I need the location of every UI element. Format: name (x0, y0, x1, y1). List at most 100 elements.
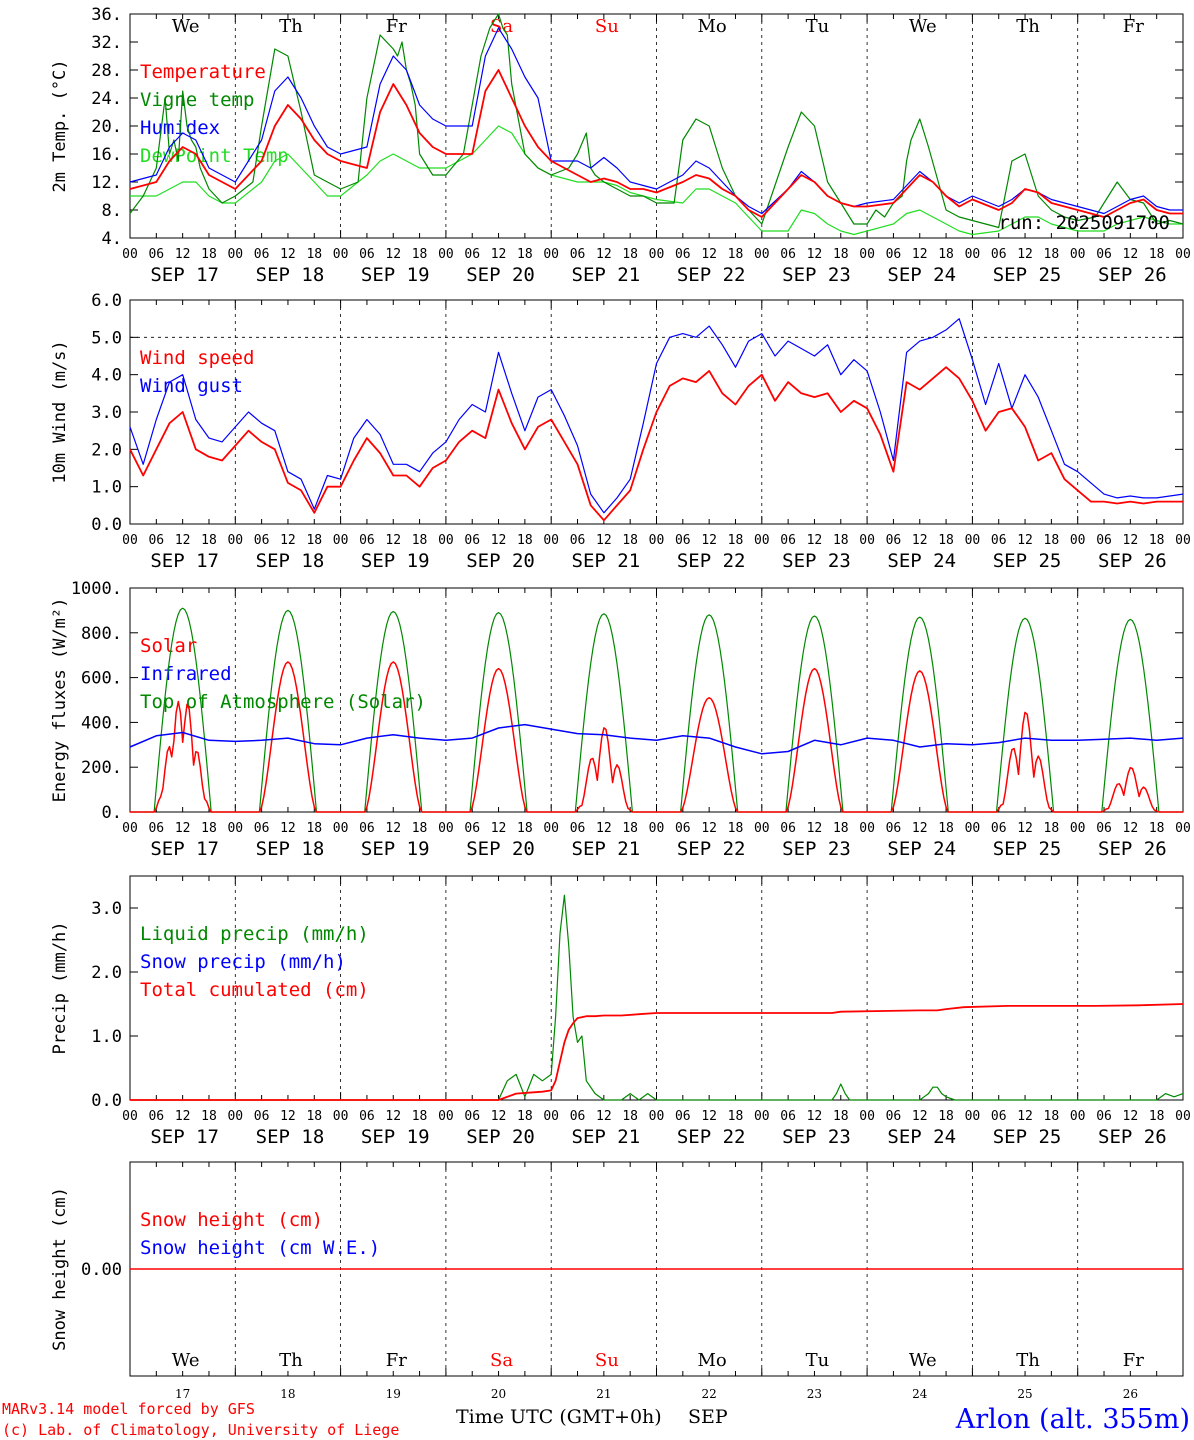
y-tick-label: 32. (91, 33, 122, 53)
lab-credit: (c) Lab. of Climatology, University of L… (2, 1421, 399, 1439)
hour-label: 00 (122, 533, 138, 548)
hour-label: 12 (596, 1109, 612, 1124)
hour-label: 06 (780, 533, 796, 548)
hour-label: 06 (359, 247, 375, 262)
y-tick-label: 1.0 (91, 478, 122, 498)
date-label: SEP 26 (1098, 264, 1167, 286)
hour-label: 00 (965, 821, 981, 836)
hour-label: 18 (938, 247, 954, 262)
legend-entry: Solar (140, 635, 197, 657)
hour-label: 18 (728, 247, 744, 262)
hour-label: 18 (938, 821, 954, 836)
hour-label: 18 (306, 247, 322, 262)
hour-label: 06 (464, 247, 480, 262)
date-label: SEP 22 (677, 264, 746, 286)
date-label: SEP 18 (256, 264, 325, 286)
hour-label: 00 (1175, 1109, 1191, 1124)
hour-label: 12 (175, 533, 191, 548)
day-number: 18 (280, 1387, 295, 1401)
day-number: 26 (1123, 1387, 1138, 1401)
hour-label: 00 (122, 1109, 138, 1124)
hour-label: 12 (807, 247, 823, 262)
panel-3: 0. 200. 400. 600. 800. 1000.Energy fluxes (W/… (50, 579, 1184, 823)
day-name: Su (595, 1350, 619, 1371)
legend-entry: Liquid precip (mm/h) (140, 923, 369, 945)
day-name: Mo (698, 16, 727, 37)
hour-label: 00 (438, 1109, 454, 1124)
station-name: Arlon (alt. 355m) (955, 1404, 1190, 1435)
hour-label: 18 (517, 533, 533, 548)
hour-label: 18 (412, 247, 428, 262)
legend-entry: Top of Atmosphere (Solar) (140, 691, 426, 713)
day-number: 22 (702, 1387, 717, 1401)
hour-label: 12 (1123, 247, 1139, 262)
hour-label: 18 (1149, 247, 1165, 262)
y-tick-label: 1.0 (91, 1027, 122, 1047)
hour-label: 06 (991, 247, 1007, 262)
hour-label: 00 (649, 533, 665, 548)
panel-5: 0.00 Snow height (cm) Snow height (cm) Snow… (50, 1161, 1184, 1401)
hour-label: 06 (359, 821, 375, 836)
hour-label: 12 (912, 821, 928, 836)
hour-label: 18 (833, 247, 849, 262)
day-name: Tu (806, 16, 830, 37)
day-number: 21 (596, 1387, 611, 1401)
date-label: SEP 22 (677, 838, 746, 860)
day-name: We (909, 1350, 937, 1371)
hour-label: 18 (728, 533, 744, 548)
hour-label: 00 (333, 1109, 349, 1124)
hour-label: 12 (912, 533, 928, 548)
hour-label: 12 (1017, 533, 1033, 548)
hour-label: 00 (1070, 1109, 1086, 1124)
hour-label: 12 (491, 533, 507, 548)
hour-label: 00 (1070, 247, 1086, 262)
hour-label: 06 (148, 821, 164, 836)
date-label: SEP 24 (887, 1126, 956, 1148)
y-tick-label: 8. (102, 201, 122, 221)
hour-label: 06 (570, 247, 586, 262)
y-axis-label: 2m Temp. (°C) (50, 59, 70, 192)
day-name: Sa (490, 16, 513, 37)
date-label: SEP 23 (782, 1126, 851, 1148)
hour-label: 06 (991, 821, 1007, 836)
hour-label: 06 (148, 247, 164, 262)
hour-label: 12 (807, 1109, 823, 1124)
hour-label: 06 (464, 1109, 480, 1124)
y-tick-label: 28. (91, 61, 122, 81)
hour-label: 12 (701, 821, 717, 836)
y-tick-label: 36. (91, 5, 122, 25)
y-tick-label: 12. (91, 173, 122, 193)
hour-label: 12 (596, 821, 612, 836)
date-label: SEP 23 (782, 550, 851, 572)
hour-label: 12 (491, 247, 507, 262)
hour-label: 18 (201, 1109, 217, 1124)
hour-label: 00 (227, 533, 243, 548)
day-name: We (172, 16, 200, 37)
y-tick-label: 4. (102, 229, 122, 249)
hour-label: 12 (596, 247, 612, 262)
hour-label: 06 (886, 247, 902, 262)
y-tick-label: 0.00 (81, 1260, 122, 1280)
hour-label: 18 (412, 533, 428, 548)
hour-label: 18 (517, 821, 533, 836)
y-tick-label: 2.0 (91, 440, 122, 460)
x-axis-title: Time UTC (GMT+0h) (456, 1406, 662, 1428)
x-axis-hours: 00 06 12 18 00 06 12 18 00 06 12 18 00 06 12 18 00 06 12 18… (122, 533, 1191, 572)
date-label: SEP 26 (1098, 550, 1167, 572)
series-line-liquid-precip-mm-h- (130, 894, 1184, 1101)
hour-label: 00 (859, 533, 875, 548)
hour-label: 06 (464, 821, 480, 836)
legend-entry: Vigne temp (140, 89, 254, 111)
date-label: SEP 24 (887, 264, 956, 286)
y-axis-label: Precip (mm/h) (50, 921, 70, 1054)
hour-label: 06 (780, 1109, 796, 1124)
date-label: SEP 18 (256, 550, 325, 572)
hour-label: 12 (280, 1109, 296, 1124)
hour-label: 18 (201, 821, 217, 836)
date-label: SEP 18 (256, 1126, 325, 1148)
date-label: SEP 17 (150, 264, 219, 286)
hour-label: 12 (385, 821, 401, 836)
date-label: SEP 17 (150, 550, 219, 572)
hour-label: 06 (780, 821, 796, 836)
hour-label: 12 (912, 247, 928, 262)
